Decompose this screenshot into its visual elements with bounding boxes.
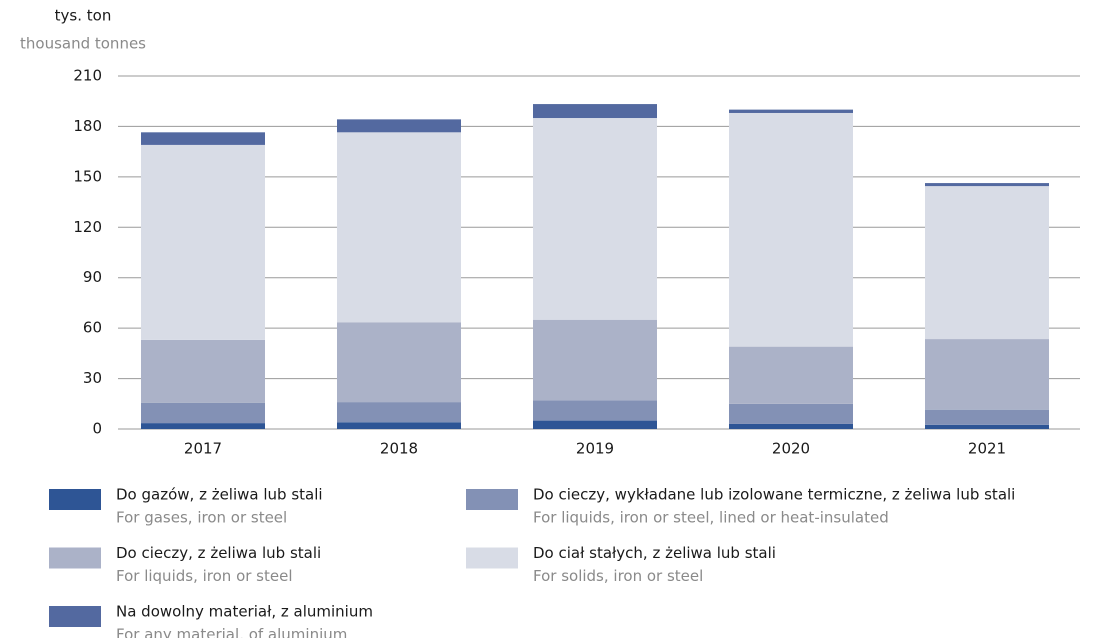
bar-segment (925, 409, 1049, 425)
bar-segment (337, 119, 461, 133)
bar-segment (533, 420, 657, 429)
x-tick-label: 2018 (380, 440, 418, 458)
legend-swatch (49, 489, 101, 510)
bar-segment (729, 403, 853, 424)
y-tick-label: 120 (73, 218, 102, 236)
bar-segment (533, 104, 657, 119)
legend-label-en: For solids, iron or steel (533, 567, 703, 585)
x-tick-label: 2019 (576, 440, 614, 458)
bar-segment (337, 322, 461, 403)
bar-segment (729, 109, 853, 113)
legend-label-en: For any material, of aluminium (116, 626, 347, 638)
bar-segment (533, 319, 657, 401)
x-tick-label: 2017 (184, 440, 222, 458)
bar-segment (337, 422, 461, 429)
legend-swatch (49, 606, 101, 627)
bar-segment (337, 402, 461, 423)
y-tick-label: 30 (83, 369, 102, 387)
x-tick-label: 2020 (772, 440, 810, 458)
legend-label-en: For liquids, iron or steel (116, 567, 293, 585)
bar-segment (533, 400, 657, 421)
legend-label: Do gazów, z żeliwa lub stali (116, 486, 323, 504)
y-axis-label-en: thousand tonnes (20, 35, 146, 53)
bar-segment (729, 346, 853, 404)
legend-label-en: For liquids, iron or steel, lined or hea… (533, 509, 889, 527)
legend-swatch (466, 547, 518, 569)
bar-segment (729, 112, 853, 347)
legend-label-en: For gases, iron or steel (116, 509, 287, 527)
bar-segment (925, 186, 1049, 340)
bar-segment (141, 132, 265, 145)
legend-swatch (466, 489, 518, 510)
legend-label: Do cieczy, z żeliwa lub stali (116, 544, 321, 562)
bar-segment (337, 132, 461, 323)
y-tick-label: 150 (73, 167, 102, 185)
y-tick-label: 60 (83, 319, 102, 337)
y-axis-label: tys. ton (55, 7, 112, 25)
y-tick-label: 180 (73, 117, 102, 135)
bar-segment (141, 144, 265, 340)
x-tick-label: 2021 (968, 440, 1006, 458)
bar-segment (925, 339, 1049, 410)
y-tick-label: 0 (92, 420, 102, 438)
legend-label: Do ciał stałych, z żeliwa lub stali (533, 544, 776, 562)
bar-segment (141, 339, 265, 403)
bar-segment (141, 423, 265, 429)
y-tick-label: 90 (83, 268, 102, 286)
bar-segment (729, 423, 853, 429)
y-tick-label: 210 (73, 67, 102, 85)
legend-swatch (49, 547, 101, 569)
legend-label: Na dowolny materiał, z aluminium (116, 603, 373, 621)
legend-label: Do cieczy, wykładane lub izolowane termi… (533, 486, 1015, 504)
bar-segment (925, 183, 1049, 187)
bar-segment (925, 424, 1049, 429)
bar-segment (141, 402, 265, 424)
bar-segment (533, 118, 657, 320)
